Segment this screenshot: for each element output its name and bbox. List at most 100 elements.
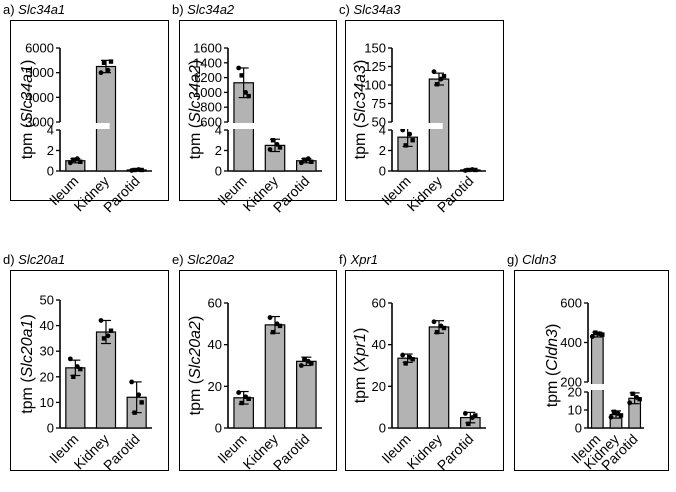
panel-gene: Slc20a1 <box>18 252 65 267</box>
y-tick-label: 50 <box>40 293 54 308</box>
y-tick-label: 100 <box>364 78 386 93</box>
data-point <box>618 413 624 418</box>
y-tick-label: 40 <box>372 337 386 352</box>
data-point <box>132 167 137 173</box>
y-tick-label: 0 <box>47 421 54 436</box>
data-point <box>441 325 447 331</box>
y-tick-label: 0 <box>379 164 386 179</box>
data-point <box>441 73 447 79</box>
bar-kidney <box>95 331 117 429</box>
y-tick-label: 600 <box>200 115 222 130</box>
data-point <box>67 356 73 362</box>
bar-kidney <box>95 65 117 172</box>
y-axis-label-part: ) <box>19 314 36 319</box>
panel-frame <box>514 270 669 471</box>
data-point <box>302 157 307 162</box>
data-point <box>236 65 242 71</box>
data-point <box>71 157 76 162</box>
y-tick-label: 1600 <box>193 41 222 56</box>
y-tick-label: 3000 <box>25 115 54 130</box>
y-axis-label: tpm (Slc20a1) <box>19 314 36 414</box>
y-tick-label: 6000 <box>25 41 54 56</box>
data-point <box>101 336 107 341</box>
data-point <box>78 366 83 372</box>
y-tick-label: 2 <box>47 143 54 158</box>
panel-frame <box>179 20 337 201</box>
data-point <box>277 323 283 329</box>
y-tick-label: 40 <box>208 337 222 352</box>
panel-gene: Slc34a2 <box>187 2 235 17</box>
y-tick-label: 60 <box>208 296 222 311</box>
data-point <box>267 315 273 320</box>
data-point <box>129 379 135 385</box>
data-point <box>431 319 437 325</box>
data-point <box>309 159 314 164</box>
data-point <box>434 329 440 335</box>
y-axis-label-part: tpm ( <box>352 366 369 403</box>
y-tick-label: 4 <box>379 123 386 138</box>
data-point <box>473 167 478 173</box>
y-axis-label-part: ) <box>352 60 369 65</box>
data-point <box>637 397 642 402</box>
y-tick-label: 125 <box>364 59 386 74</box>
data-point <box>239 400 244 406</box>
y-tick-label: 75 <box>372 96 386 111</box>
bar-ileum <box>590 334 604 429</box>
panel-frame <box>179 270 337 471</box>
bar-kidney <box>264 324 286 429</box>
panel-letter: b) <box>172 2 187 17</box>
y-axis-label-part: tpm ( <box>544 370 561 407</box>
data-point <box>267 147 273 152</box>
data-point <box>600 332 605 337</box>
y-tick-label: 2 <box>215 143 222 158</box>
panel-frame <box>345 20 504 201</box>
data-point <box>407 131 413 137</box>
y-tick-label: 0 <box>215 421 222 436</box>
axis-break-gap <box>59 123 110 129</box>
y-tick-label: 2 <box>379 143 386 158</box>
y-tick-label: 400 <box>560 335 582 350</box>
y-tick-label: 0 <box>47 164 54 179</box>
y-tick-label: 1400 <box>193 55 222 70</box>
data-point <box>611 409 617 414</box>
data-point <box>236 390 242 395</box>
y-tick-label: 60 <box>372 296 386 311</box>
y-tick-label: 600 <box>560 296 582 311</box>
data-point <box>101 60 107 65</box>
panel-title: g) Cldn3 <box>507 252 557 267</box>
axis-break-gap <box>587 384 618 390</box>
y-axis-label: tpm (Slc34a3) <box>352 60 369 160</box>
y-tick-label: 4000 <box>25 90 54 105</box>
panel-gene: Slc20a2 <box>187 252 235 267</box>
data-point <box>270 329 276 335</box>
bar-kidney <box>428 326 450 429</box>
panel-title: b) Slc34a2 <box>172 2 235 17</box>
y-axis-label-part: Slc20a2 <box>187 321 204 379</box>
y-axis-label-part: tpm ( <box>187 378 204 415</box>
data-point <box>139 167 144 173</box>
y-tick-label: 0 <box>379 421 386 436</box>
data-point <box>302 357 307 362</box>
data-point <box>462 411 468 416</box>
panel-letter: g) <box>507 252 522 267</box>
data-point <box>243 90 249 95</box>
panel-gene: Cldn3 <box>522 252 557 267</box>
y-tick-label: 150 <box>364 41 386 56</box>
data-point <box>98 318 104 323</box>
panel-letter: a) <box>3 2 18 17</box>
data-point <box>98 70 104 76</box>
panel-gene: Xpr1 <box>350 252 378 267</box>
y-axis-label-part: Slc34a1 <box>19 65 36 123</box>
y-tick-label: 4 <box>215 123 222 138</box>
data-point <box>608 414 614 420</box>
y-axis-label-part: ) <box>352 328 369 333</box>
y-axis-label: tpm (Slc34a1) <box>19 60 36 160</box>
data-point <box>71 374 76 379</box>
y-axis-label: tpm (Slc34a2) <box>187 60 204 160</box>
data-point <box>589 334 595 339</box>
y-axis-label-part: Cldn3 <box>544 329 561 371</box>
